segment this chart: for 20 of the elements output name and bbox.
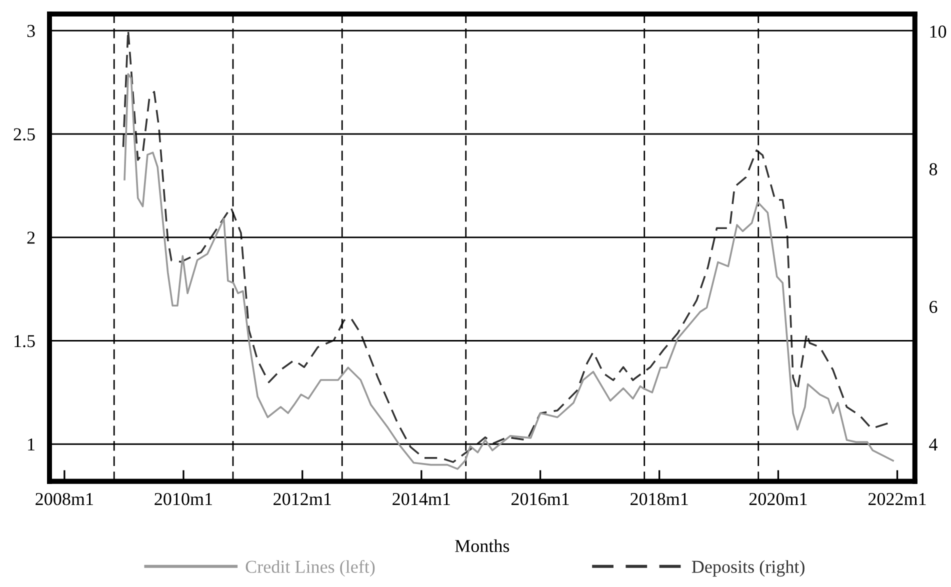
y-tick-label: 1.5 <box>14 335 35 348</box>
x-tick-label: 2020m1 <box>749 492 807 506</box>
y2-tick-label: 4 <box>929 438 938 450</box>
x-tick-label: 2016m1 <box>512 492 569 506</box>
y-tick-label: 2 <box>27 232 35 244</box>
y-tick-label: 1 <box>28 438 34 450</box>
legend-label: Deposits (right) <box>692 560 804 577</box>
x-tick-label: 2014m1 <box>392 492 450 506</box>
x-tick-label: 2008m1 <box>36 492 93 506</box>
y2-tick-label: 10 <box>930 26 946 38</box>
y2-tick-label: 8 <box>929 163 938 176</box>
x-tick-label: 2010m1 <box>154 492 212 506</box>
x-axis-title: Months <box>455 539 510 552</box>
text: Credit Lines (left) <box>246 560 375 577</box>
x-tick-label: 2022m1 <box>868 492 926 506</box>
y-tick-label: 3 <box>27 24 35 38</box>
x-tick-label: 2018m1 <box>630 492 688 506</box>
y-tick-label: 2.5 <box>14 128 35 141</box>
x-tick-label: 2012m1 <box>274 492 331 506</box>
y2-tick-label: 6 <box>930 300 938 313</box>
